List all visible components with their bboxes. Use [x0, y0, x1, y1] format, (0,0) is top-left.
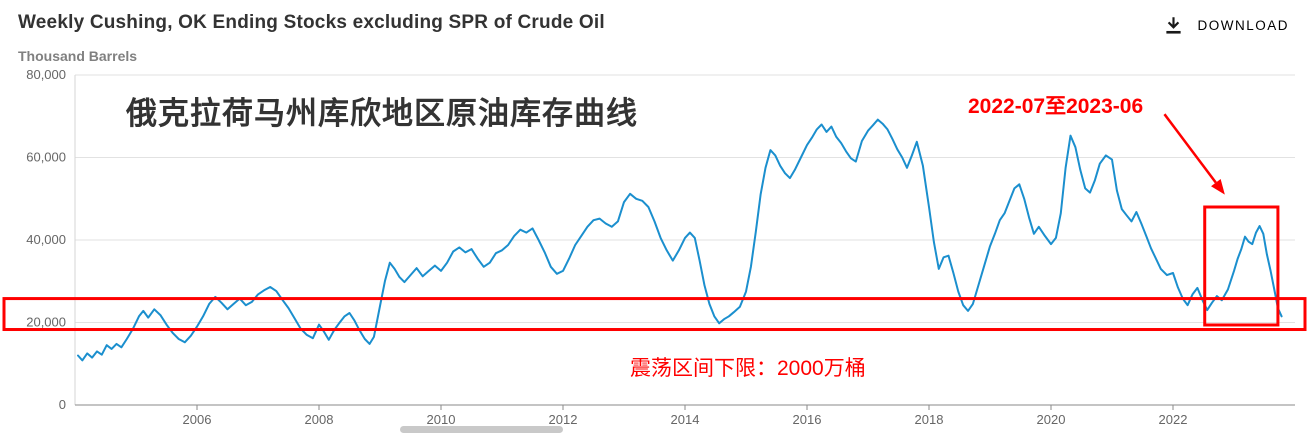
y-axis-title: Thousand Barrels: [18, 48, 138, 64]
annotation-chart-title-cn: 俄克拉荷马州库欣地区原油库存曲线: [126, 96, 638, 131]
x-tick-label: 2006: [183, 412, 212, 427]
horizontal-scrollbar-thumb[interactable]: [400, 426, 563, 433]
x-tick-label: 2008: [305, 412, 334, 427]
y-tick-label: 20,000: [26, 315, 66, 330]
download-label: DOWNLOAD: [1197, 18, 1289, 33]
page-title: Weekly Cushing, OK Ending Stocks excludi…: [18, 12, 605, 33]
annotation-arrow-line: [1163, 113, 1217, 184]
y-tick-label: 40,000: [26, 232, 66, 247]
annotation-arrow-head: [1211, 179, 1225, 195]
x-tick-label: 2022: [1159, 412, 1188, 427]
annotation-lower-bound: 震荡区间下限：2000万桶: [630, 357, 866, 380]
annotation-band-rect: [2, 297, 1307, 332]
y-tick-label: 60,000: [26, 150, 66, 165]
stocks-line-series: [77, 118, 1283, 362]
x-tick-label: 2010: [427, 412, 456, 427]
download-button[interactable]: DOWNLOAD: [1164, 16, 1289, 35]
x-tick-label: 2018: [915, 412, 944, 427]
x-tick-label: 2012: [549, 412, 578, 427]
annotation-date-range: 2022-07至2023-06: [968, 95, 1144, 118]
x-tick-label: 2016: [793, 412, 822, 427]
download-icon: [1166, 17, 1182, 34]
x-tick-label: 2014: [671, 412, 700, 427]
annotation-highlight-rect: [1203, 205, 1280, 327]
x-tick-label: 2020: [1037, 412, 1066, 427]
y-tick-label: 80,000: [26, 67, 66, 82]
y-tick-label: 0: [59, 397, 66, 412]
